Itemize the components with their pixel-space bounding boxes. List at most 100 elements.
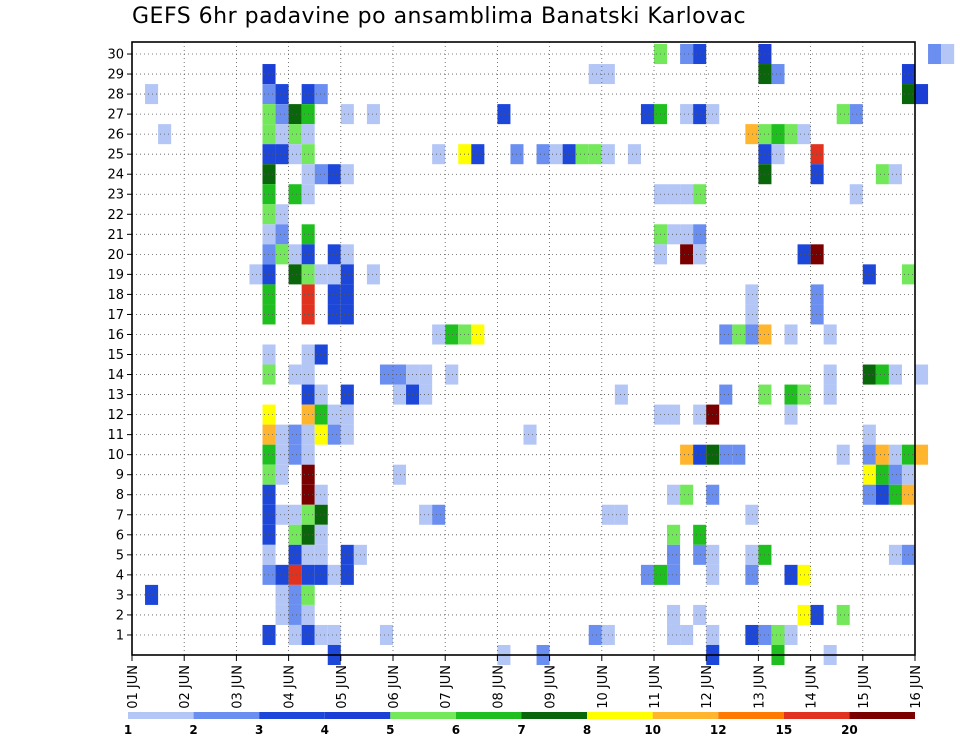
y-tick-label: 19 xyxy=(107,268,124,283)
heatmap-cell xyxy=(314,544,328,565)
colorbar-label: 10 xyxy=(644,723,661,737)
heatmap-cell xyxy=(836,104,850,125)
heatmap-cell xyxy=(536,144,550,165)
heatmap-cell xyxy=(862,364,876,385)
heatmap-cell xyxy=(915,444,929,465)
heatmap-cell xyxy=(667,184,681,205)
heatmap-cell xyxy=(314,384,328,405)
heatmap-cell xyxy=(771,64,785,85)
heatmap-cell xyxy=(693,104,707,125)
heatmap-cell xyxy=(810,144,824,165)
heatmap-cell xyxy=(888,164,902,185)
heatmap-cell xyxy=(288,424,302,445)
heatmap-cell xyxy=(823,384,837,405)
heatmap-cell xyxy=(823,364,837,385)
colorbar-segment xyxy=(521,712,588,719)
heatmap-cell xyxy=(719,384,733,405)
x-tick-label: 03 JUN xyxy=(230,665,245,709)
heatmap-cell xyxy=(275,504,289,525)
heatmap-cell xyxy=(888,364,902,385)
heatmap-cell xyxy=(693,44,707,65)
heatmap-cell xyxy=(875,484,889,505)
colorbar-label: 1 xyxy=(124,723,132,737)
heatmap-cell xyxy=(327,404,341,425)
heatmap-cell xyxy=(693,604,707,625)
heatmap-cell xyxy=(784,384,798,405)
heatmap-cell xyxy=(262,124,276,145)
heatmap-cell xyxy=(262,444,276,465)
grid-layer xyxy=(132,42,915,655)
heatmap-cell xyxy=(745,304,759,325)
heatmap-cell xyxy=(836,604,850,625)
heatmap-cell xyxy=(340,304,354,325)
heatmap-cell xyxy=(732,324,746,345)
y-tick-label: 15 xyxy=(107,348,124,363)
colorbar-segment xyxy=(587,712,653,719)
heatmap-cell xyxy=(862,464,876,485)
x-tick-label: 09 JUN xyxy=(544,665,559,709)
y-tick-label: 24 xyxy=(107,168,124,183)
heatmap-cell xyxy=(262,544,276,565)
heatmap-cell xyxy=(667,624,681,645)
heatmap-cell xyxy=(719,324,733,345)
heatmap-cell xyxy=(288,144,302,165)
heatmap-cell xyxy=(693,184,707,205)
heatmap-cell xyxy=(262,624,276,645)
heatmap-cell xyxy=(314,564,328,585)
heatmap-cell xyxy=(262,564,276,585)
colorbar-label: 7 xyxy=(517,723,525,737)
heatmap-cell xyxy=(314,624,328,645)
heatmap-cell xyxy=(667,484,681,505)
heatmap-cell xyxy=(275,564,289,585)
heatmap-cell xyxy=(314,404,328,425)
y-tick-label: 29 xyxy=(107,68,124,83)
colorbar-segment xyxy=(390,712,456,719)
heatmap-cell xyxy=(249,264,263,285)
heatmap-cell xyxy=(262,524,276,545)
heatmap-cell xyxy=(262,264,276,285)
heatmap-cell xyxy=(497,104,511,125)
heatmap-cell xyxy=(288,584,302,605)
colorbar-segment xyxy=(455,712,522,719)
heatmap-cell xyxy=(419,504,433,525)
heatmap-cell xyxy=(432,144,446,165)
heatmap-cell xyxy=(327,164,341,185)
heatmap-cell xyxy=(588,144,602,165)
heatmap-cell xyxy=(419,384,433,405)
heatmap-cell xyxy=(262,464,276,485)
y-tick-label: 12 xyxy=(107,408,124,423)
x-tick-label: 10 JUN xyxy=(596,665,611,709)
x-tick-label: 11 JUN xyxy=(648,665,663,709)
heatmap-cell xyxy=(667,564,681,585)
heatmap-cell xyxy=(327,284,341,305)
y-tick-label: 17 xyxy=(107,308,124,323)
y-tick-label: 27 xyxy=(107,108,124,123)
heatmap-cell xyxy=(340,104,354,125)
heatmap-cell xyxy=(340,424,354,445)
heatmap-cell xyxy=(810,244,824,265)
heatmap-cell xyxy=(340,404,354,425)
heatmap-cell xyxy=(680,444,694,465)
heatmap-cell xyxy=(862,424,876,445)
x-tick-label: 07 JUN xyxy=(439,665,454,709)
heatmap-cell xyxy=(340,164,354,185)
x-tick-label: 08 JUN xyxy=(491,665,506,709)
y-tick-label: 16 xyxy=(107,328,124,343)
y-tick-label: 9 xyxy=(116,468,124,483)
heatmap-cell xyxy=(575,144,589,165)
y-tick-label: 4 xyxy=(116,568,124,583)
heatmap-cell xyxy=(262,104,276,125)
colorbar-segment xyxy=(849,712,915,719)
y-tick-label: 26 xyxy=(107,128,124,143)
heatmap-cell xyxy=(262,504,276,525)
heatmap-cell xyxy=(314,484,328,505)
heatmap-cell xyxy=(288,504,302,525)
x-tick-label: 01 JUN xyxy=(126,665,141,709)
heatmap-cell xyxy=(771,144,785,165)
heatmap-cell xyxy=(314,424,328,445)
heatmap-cell xyxy=(314,84,328,105)
heatmap-cell xyxy=(745,564,759,585)
heatmap-cell xyxy=(732,444,746,465)
heatmap-cell xyxy=(262,364,276,385)
